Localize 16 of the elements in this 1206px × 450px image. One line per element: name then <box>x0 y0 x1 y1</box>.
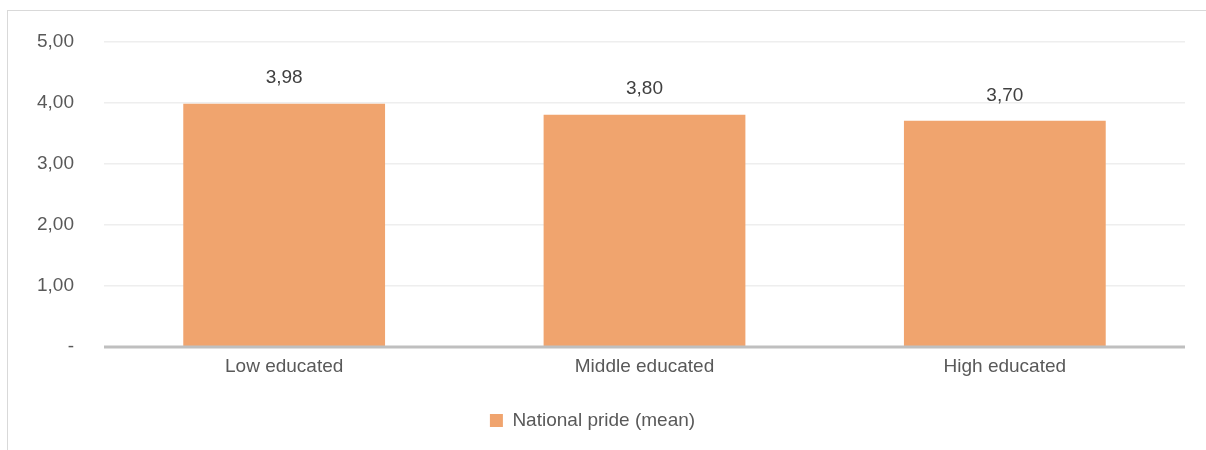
bar <box>183 103 386 347</box>
y-tick-label: 3,00 <box>37 151 74 173</box>
bar <box>903 120 1106 347</box>
x-tick-label: Middle educated <box>574 354 715 376</box>
y-tick-label: 2,00 <box>37 212 74 234</box>
x-tick-label: Low educated <box>225 354 344 376</box>
bar <box>543 114 746 347</box>
y-tick-label: 1,00 <box>37 274 74 296</box>
data-label: 3,80 <box>626 77 663 99</box>
y-tick-label: 4,00 <box>37 90 74 112</box>
y-tick-label: 5,00 <box>37 29 74 51</box>
data-label: 3,70 <box>986 83 1024 105</box>
x-tick-label: High educated <box>943 354 1067 376</box>
data-label: 3,98 <box>265 66 303 88</box>
legend-label: National pride (mean) <box>512 408 696 430</box>
y-tick-label: - <box>67 335 74 357</box>
